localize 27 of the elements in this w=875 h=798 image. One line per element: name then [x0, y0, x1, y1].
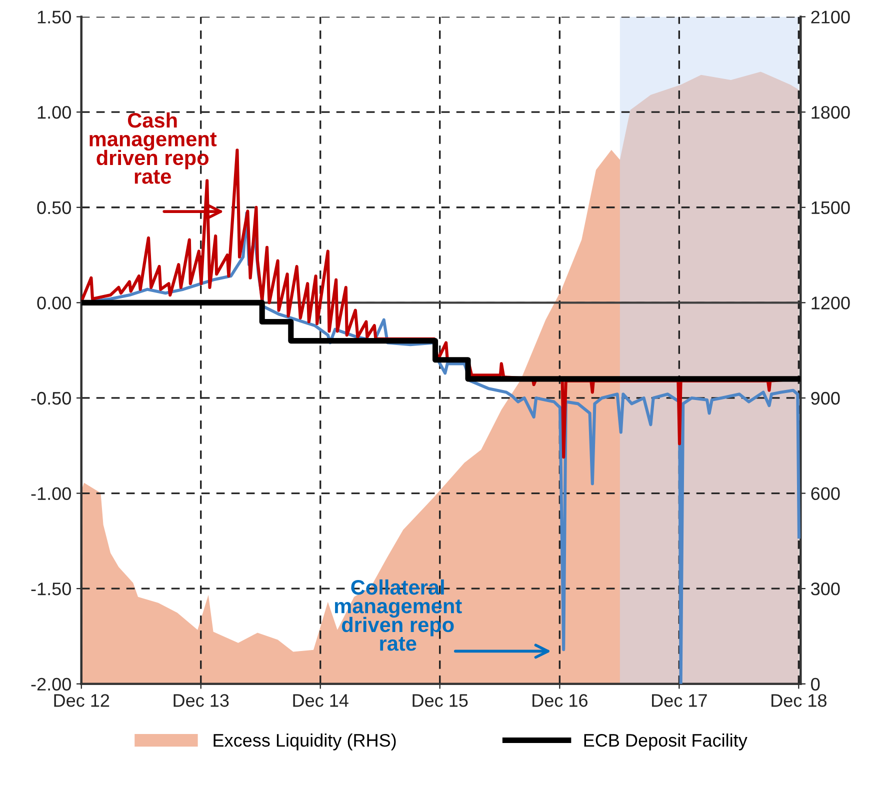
y-tick-label: 0.50: [37, 201, 71, 214]
annotation: Cash management driven repo rate: [90, 112, 217, 184]
y-tick-label: -1.50: [31, 582, 71, 596]
y-tick-label: 1.00: [38, 106, 71, 119]
x-tick-label: Dec 17: [652, 694, 707, 707]
x-tick-label: Dec 13: [174, 694, 229, 707]
y-tick-label: -1.00: [31, 487, 71, 500]
y-tick-label: 1.50: [38, 10, 71, 24]
x-tick-label: Dec 12: [54, 694, 110, 707]
y2-tick-label: 1800: [812, 106, 850, 119]
annotation: Collateral management driven repo rate: [334, 579, 462, 651]
legend-label: Excess Liquidity (RHS): [214, 733, 396, 750]
y2-tick-label: 1500: [812, 201, 850, 214]
y2-tick-label: 900: [811, 392, 840, 405]
x-tick-label: Dec 15: [412, 694, 468, 707]
x-tick-label: Dec 18: [772, 694, 826, 707]
y2-tick-label: 300: [811, 582, 840, 596]
y-tick-label: -0.50: [31, 392, 71, 405]
y-tick-label: -2.00: [31, 678, 71, 691]
y2-tick-label: 0: [811, 678, 820, 691]
y2-tick-label: 2100: [811, 10, 850, 24]
y2-tick-label: 1200: [812, 296, 850, 310]
legend-label: ECB Deposit Facility: [584, 733, 748, 750]
x-tick-label: Dec 16: [532, 694, 588, 707]
y-tick-label: 0.00: [37, 296, 71, 310]
x-tick-label: Dec 14: [293, 694, 348, 707]
y2-tick-label: 600: [811, 487, 840, 500]
